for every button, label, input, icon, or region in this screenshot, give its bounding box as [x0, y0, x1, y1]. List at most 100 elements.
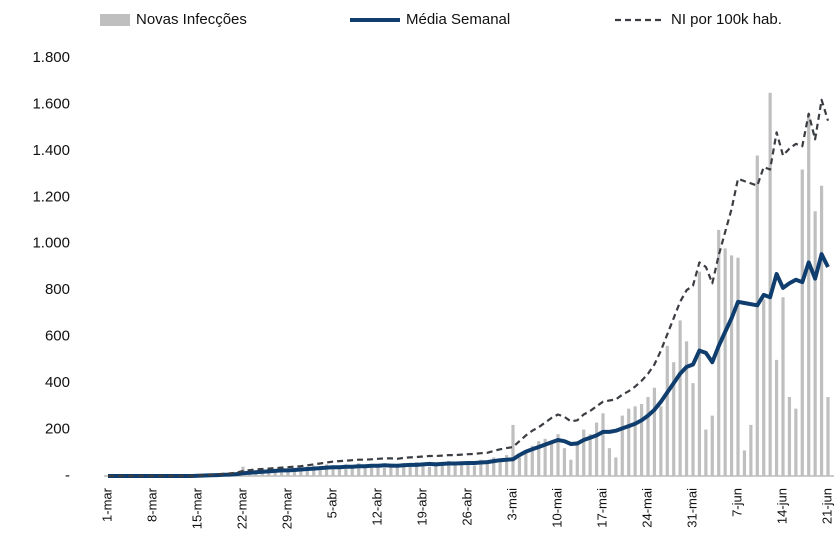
- x-tick-label: 3-mai: [504, 488, 519, 521]
- x-tick-label: 14-jun: [774, 488, 789, 524]
- bar: [659, 406, 663, 476]
- bar: [678, 320, 682, 476]
- legend-label: NI por 100k hab.: [671, 11, 782, 28]
- bar: [376, 464, 380, 476]
- bar: [652, 387, 657, 476]
- bar: [350, 466, 354, 476]
- x-tick-label: 8-mar: [144, 487, 159, 522]
- y-tick-label: 200: [45, 421, 70, 438]
- bar: [736, 257, 740, 476]
- bar: [402, 463, 406, 476]
- bar: [504, 455, 509, 476]
- bar: [389, 465, 393, 476]
- bar: [556, 434, 560, 476]
- bar: [562, 448, 567, 476]
- bar: [440, 464, 444, 476]
- bar: [575, 441, 579, 476]
- bar: [800, 169, 804, 476]
- x-tick-label: 21-jun: [819, 488, 834, 524]
- bar: [742, 450, 747, 476]
- bar: [357, 463, 361, 476]
- bar: [466, 462, 470, 476]
- bar: [646, 397, 650, 476]
- bar: [292, 471, 297, 476]
- y-tick-label: 1.600: [32, 95, 70, 112]
- bar: [530, 445, 534, 476]
- x-tick-label: 22-mar: [234, 487, 249, 529]
- bar: [774, 359, 779, 476]
- bar: [607, 448, 612, 476]
- x-tick-label: 26-abr: [459, 487, 474, 525]
- bar: [498, 458, 502, 476]
- bar: [312, 465, 316, 476]
- bar: [382, 467, 387, 476]
- bar: [524, 452, 528, 476]
- bar: [620, 415, 624, 476]
- bar: [749, 424, 753, 476]
- legend-swatch: [100, 14, 130, 26]
- bar: [672, 362, 676, 476]
- x-tick-label: 31-mai: [684, 488, 699, 528]
- bar: [344, 464, 348, 476]
- bar: [794, 408, 798, 476]
- x-tick-label: 1-mar: [99, 487, 114, 522]
- y-tick-label: 600: [45, 328, 70, 345]
- bar: [363, 467, 367, 476]
- bar: [273, 472, 277, 476]
- bar: [472, 465, 477, 476]
- x-tick-label: 29-mar: [279, 487, 294, 529]
- y-tick-label: 800: [45, 281, 70, 298]
- x-tick-label: 12-abr: [369, 487, 384, 525]
- bar: [543, 438, 547, 476]
- bar: [627, 408, 631, 476]
- bar: [633, 406, 637, 476]
- y-tick-label: -: [65, 467, 70, 484]
- bar: [414, 462, 419, 476]
- bar: [614, 457, 618, 476]
- bar: [485, 460, 489, 476]
- bar: [710, 415, 714, 476]
- bar: [337, 469, 342, 476]
- bar: [813, 211, 817, 476]
- bar: [305, 466, 309, 476]
- x-tick-label: 10-mai: [549, 488, 564, 528]
- bar: [517, 457, 522, 476]
- bar: [717, 229, 721, 476]
- x-tick-label: 17-mai: [594, 488, 609, 528]
- bar: [369, 464, 374, 476]
- bar: [492, 457, 496, 476]
- bar: [639, 404, 644, 476]
- bar: [537, 441, 541, 476]
- x-tick-label: 24-mai: [639, 488, 654, 528]
- y-tick-label: 400: [45, 374, 70, 391]
- line: [108, 98, 830, 478]
- bar: [723, 248, 727, 476]
- bar: [582, 429, 586, 476]
- bar: [569, 459, 573, 476]
- bar: [479, 459, 483, 476]
- bar: [594, 422, 599, 476]
- bar: [511, 424, 515, 476]
- line: [108, 252, 830, 478]
- y-tick-label: 1.800: [32, 49, 70, 66]
- x-tick-label: 19-abr: [414, 487, 429, 525]
- bar: [762, 299, 766, 476]
- bar: [549, 443, 554, 476]
- bar: [819, 185, 824, 476]
- x-tick-label: 15-mar: [189, 487, 204, 529]
- bar: [299, 467, 303, 476]
- x-tick-label: 7-jun: [729, 488, 744, 517]
- bar: [665, 345, 669, 476]
- bar: [286, 469, 290, 476]
- bar: [755, 155, 759, 477]
- bar: [588, 434, 592, 476]
- bar: [826, 397, 830, 476]
- bar: [427, 466, 432, 476]
- bar: [453, 463, 457, 476]
- bar: [704, 429, 708, 476]
- bar: [787, 397, 792, 476]
- bar: [684, 341, 689, 476]
- bar: [691, 383, 695, 476]
- bar: [781, 297, 785, 476]
